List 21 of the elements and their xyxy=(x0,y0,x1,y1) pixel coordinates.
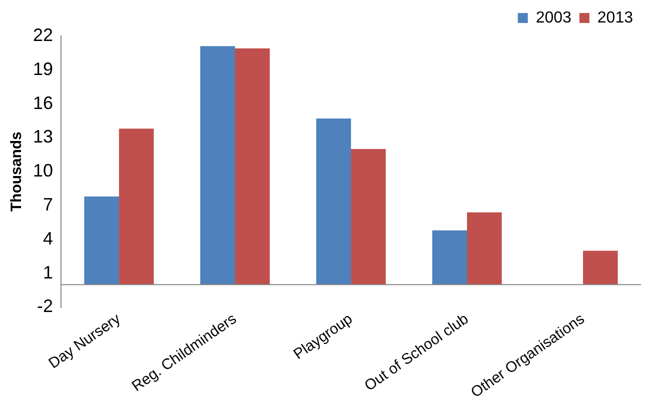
y-tick-label: 16 xyxy=(32,92,54,113)
y-tick-label: -2 xyxy=(37,296,54,316)
bar xyxy=(351,149,386,285)
legend-label: 2013 xyxy=(597,9,634,26)
bar xyxy=(583,250,618,285)
legend-label: 2003 xyxy=(536,9,572,26)
bar xyxy=(467,212,502,285)
bar xyxy=(316,118,352,285)
y-tick-label: 1 xyxy=(43,262,54,282)
y-tick-label: 7 xyxy=(43,194,54,215)
y-tick-label: 22 xyxy=(32,24,54,45)
bar xyxy=(432,230,468,285)
bar xyxy=(235,48,270,285)
bar xyxy=(119,128,154,285)
y-tick-label: 13 xyxy=(32,126,54,147)
y-tick-label: 19 xyxy=(32,58,54,79)
bar xyxy=(84,196,120,285)
y-tick-label: 10 xyxy=(32,160,54,181)
y-axis-title: Thousands xyxy=(8,132,26,212)
y-tick-label: 4 xyxy=(43,228,54,248)
bar xyxy=(200,46,236,285)
